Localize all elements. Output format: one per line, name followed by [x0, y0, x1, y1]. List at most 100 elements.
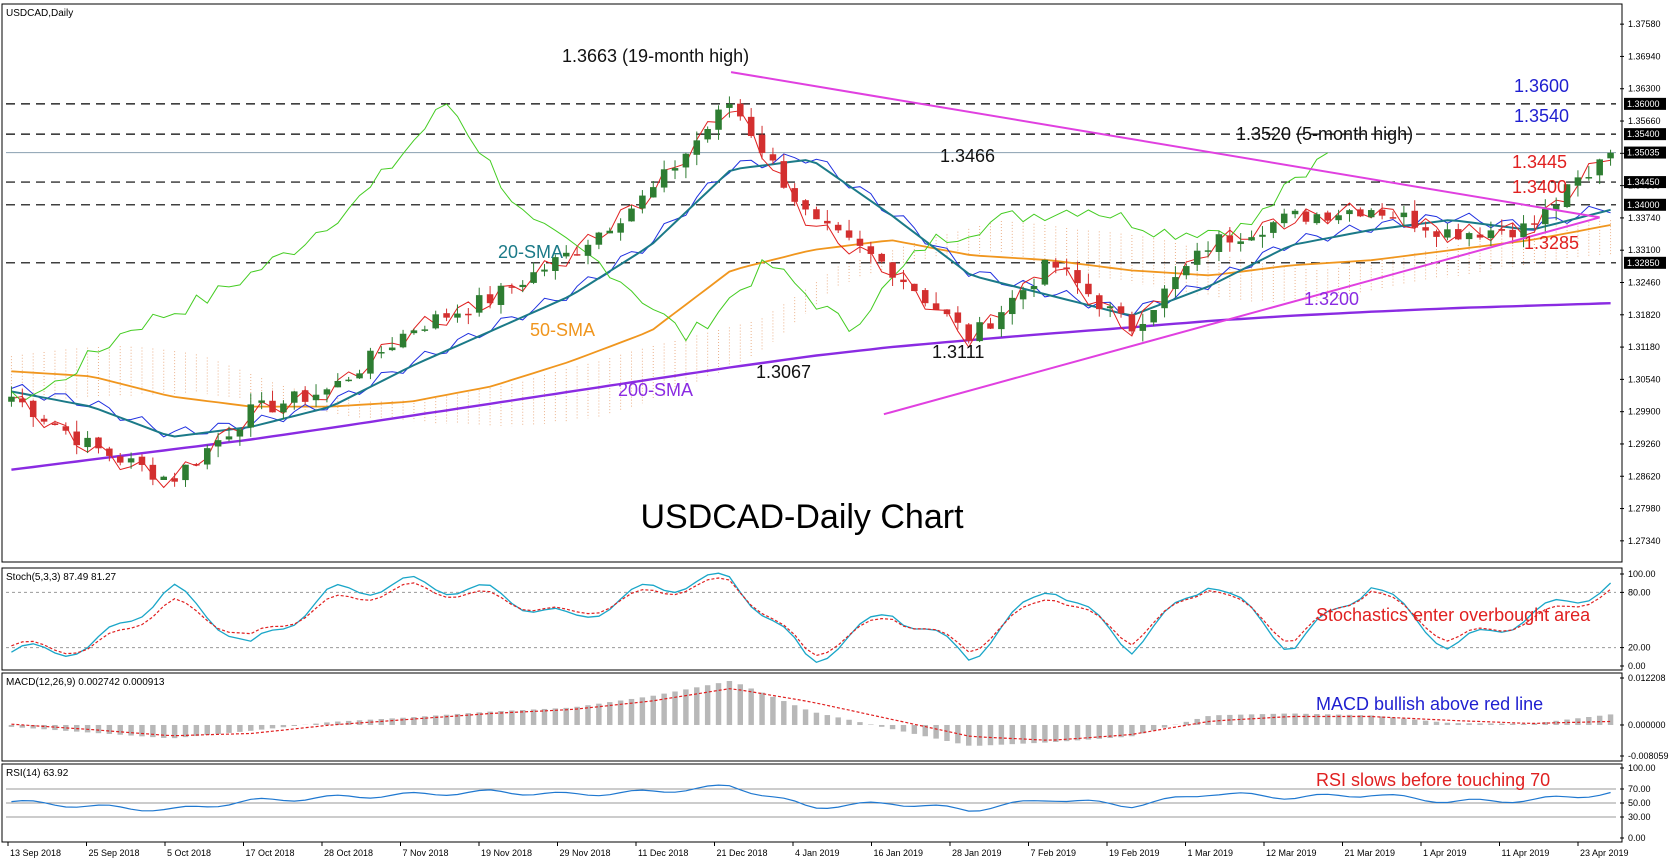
candle-body	[867, 246, 875, 254]
candle-body	[1030, 286, 1038, 290]
date-axis: 13 Sep 2018 25 Sep 2018 5 Oct 2018 17 Oct 2…	[7, 842, 1629, 858]
candle-body	[367, 350, 374, 374]
candle-body	[291, 391, 298, 403]
price-tick-label: 1.32460	[1628, 277, 1661, 287]
candle-body	[780, 161, 788, 188]
annotation-13466: 1.3466	[940, 146, 995, 166]
price-tick-label: 1.31180	[1628, 342, 1660, 352]
price-tick-label: 1.29260	[1628, 439, 1661, 449]
candle-body	[639, 195, 646, 209]
price-tick-label: 1.33740	[1628, 213, 1661, 223]
candle-body	[1498, 229, 1506, 231]
annotation-13111: 1.3111	[932, 342, 984, 362]
candle-body	[1150, 310, 1157, 323]
stoch-signal-line	[11, 577, 1611, 657]
price-tick-label: 1.36940	[1628, 51, 1661, 61]
candle-body	[1237, 241, 1244, 244]
candle-body	[987, 323, 994, 329]
osc-tick-label: 50.00	[1628, 798, 1651, 808]
candle-body	[726, 104, 733, 108]
label-200-sma: 200-SMA	[618, 380, 693, 400]
candle-body	[497, 285, 505, 305]
candle-body	[1215, 234, 1223, 252]
candle-body	[1465, 233, 1473, 240]
price-tag-box	[1624, 146, 1666, 159]
label-20-sma: 20-SMA	[498, 242, 563, 262]
candle-body	[73, 431, 80, 446]
date-tick-label: 7 Nov 2018	[403, 848, 449, 858]
candle-body	[1574, 177, 1582, 186]
candle-body	[1193, 250, 1201, 265]
candle-body	[562, 252, 570, 257]
candle-body	[19, 398, 26, 403]
candle-body	[1346, 210, 1353, 215]
candle-body	[1139, 323, 1147, 331]
date-tick-label: 1 Apr 2019	[1423, 848, 1467, 858]
candle-body	[356, 373, 363, 379]
candle-body	[323, 389, 331, 395]
candle-body	[1063, 267, 1070, 270]
candle-body	[1313, 214, 1321, 224]
candle-body	[1520, 223, 1527, 238]
candle-body	[813, 209, 820, 220]
candle-body	[650, 187, 657, 198]
price-tag-box	[1624, 128, 1666, 141]
price-tick-label: 1.37580	[1628, 19, 1661, 29]
candle-body	[312, 394, 320, 401]
candle-body	[584, 244, 592, 256]
candle-body	[171, 478, 178, 482]
candle-body	[1552, 205, 1560, 210]
level-label-13600: 1.3600	[1514, 76, 1569, 96]
candle-body	[693, 140, 701, 155]
candle-body	[432, 314, 439, 329]
candle-body	[95, 437, 102, 449]
candle-body	[1041, 259, 1049, 285]
candle-body	[280, 403, 287, 413]
date-tick-label: 1 Mar 2019	[1188, 848, 1234, 858]
candle-body	[29, 400, 37, 418]
candle-body	[399, 333, 407, 348]
candlesticks	[8, 96, 1614, 487]
candle-body	[1008, 297, 1016, 315]
price-tick-label: 1.30540	[1628, 374, 1661, 384]
candle-body	[541, 269, 548, 272]
candle-body	[1128, 314, 1136, 332]
candle-body	[225, 436, 233, 440]
osc-tick-label: -0.008059	[1628, 751, 1669, 761]
candle-body	[182, 464, 189, 481]
candle-body	[1476, 234, 1484, 238]
annotation-13067: 1.3067	[756, 362, 811, 382]
price-panel[interactable]	[1, 3, 1623, 563]
candle-body	[900, 279, 907, 283]
price-tick-label: 1.27340	[1628, 536, 1661, 546]
price-tag-box	[1624, 256, 1666, 269]
candle-body	[943, 309, 951, 315]
annotation-5-month-high: 1.3520 (5-month high)	[1236, 124, 1413, 144]
candle-body	[617, 223, 624, 233]
candle-body	[965, 324, 972, 341]
macd-header: MACD(12,26,9) 0.002742 0.000913	[6, 677, 165, 688]
price-tag-box	[1624, 97, 1666, 110]
sma200-line	[11, 302, 1611, 471]
date-tick-label: 21 Mar 2019	[1345, 848, 1396, 858]
candle-body	[1161, 288, 1168, 309]
chikou-line	[11, 103, 1328, 403]
candle-body	[834, 224, 842, 231]
candle-body	[1052, 261, 1060, 268]
candle-body	[1607, 152, 1614, 159]
candle-body	[671, 168, 679, 171]
candle-body	[269, 400, 276, 413]
candle-body	[1357, 209, 1364, 217]
candle-body	[802, 200, 809, 210]
osc-tick-label: 100.00	[1628, 569, 1656, 579]
price-tag-label: 1.35400	[1627, 129, 1660, 139]
candle-body	[747, 116, 755, 136]
candle-body	[1226, 235, 1234, 243]
candle-body	[1378, 209, 1386, 216]
stoch-note: Stochastics enter overbought area	[1316, 605, 1591, 625]
candle-body	[486, 294, 494, 304]
stoch-panel[interactable]	[1, 567, 1623, 671]
candle-body	[138, 456, 146, 465]
osc-tick-label: 0.012208	[1628, 673, 1666, 683]
price-tag-label: 1.36000	[1627, 99, 1660, 109]
